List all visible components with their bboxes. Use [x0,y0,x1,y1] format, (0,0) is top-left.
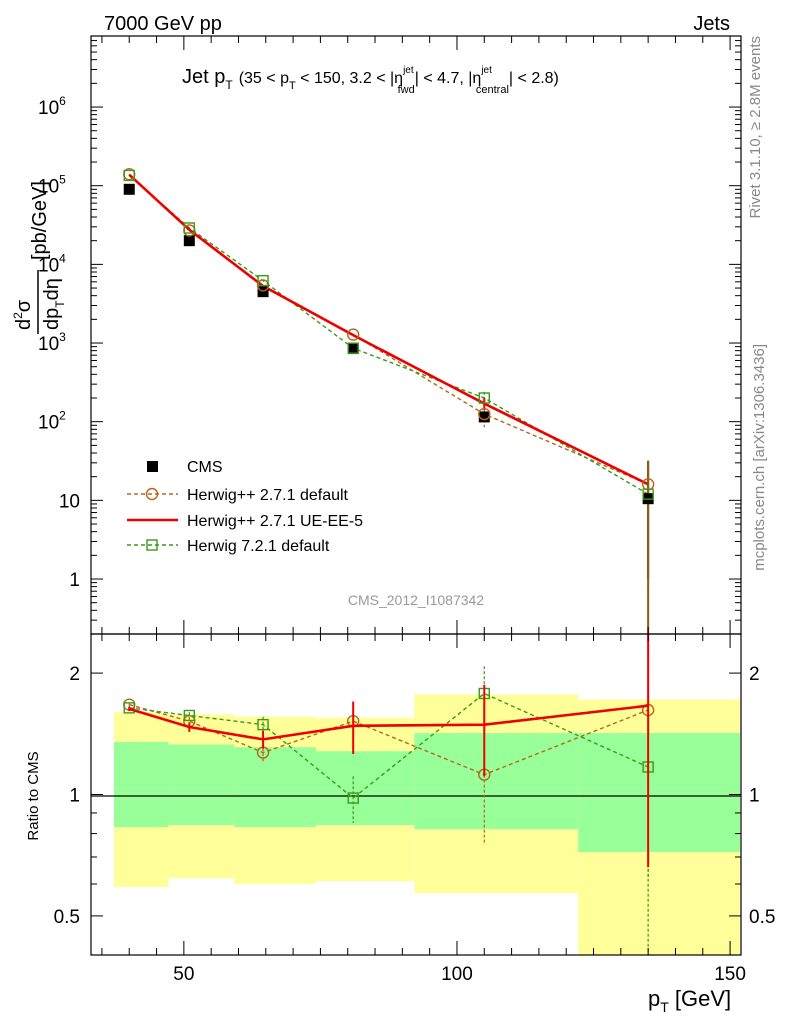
main-y-tick-label: 102 [38,409,66,434]
energy-label: 7000 GeV pp [104,13,222,35]
legend-label-herwigpp-ueee5: Herwig++ 2.7.1 UE-EE-5 [187,513,363,530]
svg-text:pT [GeV]: pT [GeV] [648,986,731,1015]
main-y-axis-label: d2σ dpTdη [pb/GeV] [11,181,67,334]
legend-entry-herwigpp-default: Herwig++ 2.7.1 default [127,487,349,504]
point-herwig7 [123,169,135,182]
ratio-series-layer [123,634,655,955]
x-tick-label: 150 [714,964,746,985]
ratio-point-herwig7 [183,709,196,722]
ratio-y-tick-label-left: 0.5 [54,907,80,928]
svg-text:dpTdη: dpTdη [41,278,67,330]
ratio-y-ticks: 0.5 0.5 1 1 2 2 [54,664,775,956]
legend-entry-herwig7: Herwig 7.2.1 default [127,538,330,555]
ratio-y-axis-label: Ratio to CMS [25,751,42,840]
legend-marker-herwigpp-default [145,487,159,501]
point-herwigpp-default [478,407,491,421]
ratio-band-inner [414,733,579,830]
legend: CMS Herwig++ 2.7.1 default Herwig++ 2.7.… [127,459,363,555]
legend-label-cms: CMS [187,459,223,476]
main-line-1 [128,173,649,485]
main-y-tick-label: 1 [69,570,80,591]
x-tick-label: 100 [441,964,473,985]
rivet-label: Rivet 3.1.10, ≥ 2.8M events [747,36,764,219]
point-herwig7 [257,274,269,287]
x-axis-label: pT [GeV] [648,986,731,1015]
main-y-tick-label: 10 [59,491,80,512]
point-herwigpp-default [346,328,360,341]
legend-entry-cms: CMS [147,459,223,476]
ratio-band-inner [578,733,740,853]
main-y-tick-label: 103 [38,330,66,355]
ratio-band-inner [168,744,235,826]
ratio-line-2 [129,692,649,799]
point-herwig7 [347,342,359,354]
main-y-tick-label: 104 [38,251,66,276]
main-line-2 [128,173,649,486]
ratio-line-0 [129,703,649,776]
data-point-cms [123,183,135,195]
main-y-tick-label: 105 [38,173,66,198]
main-y-ticks: 1 10 102 103 104 105 106 [38,35,741,635]
ratio-y-tick-label-left: 2 [69,664,80,685]
legend-entry-herwigpp-ueee5: Herwig++ 2.7.1 UE-EE-5 [127,513,363,530]
legend-marker-cms [147,461,158,472]
main-y-tick-label: 106 [38,94,66,119]
category-label: Jets [693,13,730,35]
main-series-layer [123,168,655,634]
ratio-y-tick-label-left: 1 [69,786,80,807]
point-herwig7 [642,488,654,500]
ratio-y-tick-label-right: 0.5 [749,907,775,928]
analysis-id-label: CMS_2012_I1087342 [348,592,484,608]
mcplots-label: mcplots.cern.ch [arXiv:1306.3436] [751,344,768,571]
svg-text:d2σ: d2σ [11,299,35,330]
ratio-y-tick-label-right: 2 [749,664,760,685]
ratio-band-inner [234,747,317,828]
x-ticks: 50 100 150 [101,36,746,985]
point-herwig7 [183,222,196,234]
data-point-cms [478,411,490,423]
point-herwig7 [478,392,490,404]
ratio-bands [113,694,740,955]
ratio-point-herwig7 [347,792,359,804]
data-point-cms [347,343,359,355]
ratio-line-1 [128,704,649,741]
data-point-cms [257,286,269,298]
legend-label-herwig7: Herwig 7.2.1 default [187,538,330,555]
ratio-y-tick-label-right: 1 [749,786,760,807]
legend-label-herwigpp-default: Herwig++ 2.7.1 default [187,487,349,504]
x-tick-label: 50 [173,964,194,985]
ratio-point-herwig7 [123,702,135,714]
main-title: Jet pT (35 < pT < 150, 3.2 < |ηjet fwd| < … [182,65,559,96]
ratio-point-herwig7 [257,718,269,731]
ratio-band-inner [113,741,169,828]
y-unit-label: [pb/GeV] [29,181,51,260]
legend-marker-herwig7 [146,539,158,551]
data-point-cms [183,235,195,247]
